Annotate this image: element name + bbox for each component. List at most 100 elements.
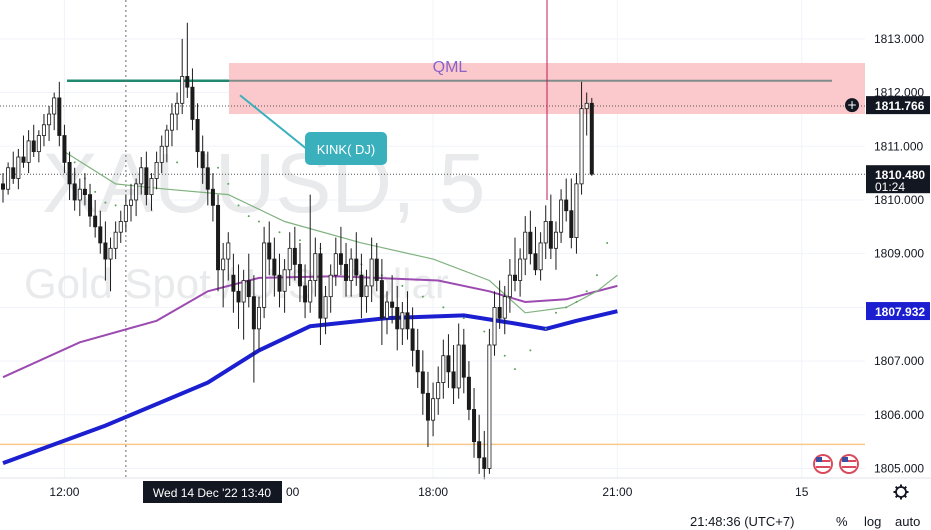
candle-body: [123, 204, 128, 222]
candle-body: [287, 247, 292, 271]
candle-body: [226, 242, 231, 260]
candle-body: [528, 231, 533, 255]
callout-pointer: [239, 94, 311, 153]
sar-dot: [421, 295, 424, 298]
candle-body: [272, 258, 277, 276]
candle-body: [518, 258, 523, 281]
candle-body: [354, 258, 359, 276]
candle-body: [461, 344, 466, 378]
candle-body: [47, 113, 52, 126]
flag-stripe: [842, 460, 856, 462]
candle-body: [323, 296, 328, 319]
price-badge-last-text: 1810.480: [875, 168, 925, 182]
sar-dot: [73, 161, 76, 164]
candle-body: [282, 269, 287, 292]
percent-toggle[interactable]: %: [836, 514, 848, 529]
time-axis[interactable]: 12:00 18:00 21:00 15 Wed 14 Dec '22 13:40 00: [0, 477, 931, 503]
candle-body: [267, 242, 272, 260]
x-tick-label: 18:00: [418, 485, 448, 499]
y-tick-label: 1810.000: [874, 193, 924, 207]
candle-body: [256, 306, 261, 330]
candle-body: [425, 392, 430, 421]
candle-body: [57, 97, 62, 136]
candle-body: [169, 113, 174, 131]
candle-body: [190, 86, 195, 120]
candle-body: [564, 199, 569, 212]
ma-line-green: [64, 151, 618, 314]
gear-icon[interactable]: [893, 484, 909, 500]
candle-body: [390, 301, 395, 308]
sar-dot: [529, 349, 532, 352]
log-toggle[interactable]: log: [864, 514, 882, 529]
candle-body: [359, 274, 364, 298]
callout-label: KINK( DJ): [317, 142, 376, 157]
candle-body: [41, 124, 46, 136]
candle-body: [16, 156, 21, 179]
candle-body: [333, 253, 338, 276]
y-tick-label: 1806.000: [874, 408, 924, 422]
qml-label: QML: [433, 59, 468, 76]
candle-body: [103, 242, 108, 260]
price-badge-countdown: 01:24: [875, 180, 905, 194]
sar-dot: [606, 241, 609, 244]
candle-body: [93, 215, 98, 228]
candle-body: [344, 264, 349, 281]
crosshair-label-bg: [143, 481, 282, 503]
sar-dot: [298, 239, 301, 242]
candle-body: [6, 167, 11, 190]
flag-canton: [842, 457, 848, 462]
auto-toggle[interactable]: auto: [895, 514, 921, 529]
flag-canton: [816, 457, 822, 462]
candles: [0, 22, 594, 480]
gear-tooth: [894, 485, 899, 490]
callout-box[interactable]: [305, 132, 387, 165]
candle-body: [579, 108, 584, 185]
candle-body: [507, 274, 512, 298]
flag-stripe: [816, 466, 830, 468]
kink-callout[interactable]: KINK( DJ): [239, 94, 387, 165]
candle-body: [553, 231, 558, 249]
candle-body: [384, 301, 389, 319]
candle-body: [118, 221, 123, 233]
candle-body: [175, 102, 180, 115]
sar-dot: [247, 215, 250, 218]
candle-body: [395, 306, 400, 330]
sar-dot: [442, 306, 445, 309]
candle-body: [26, 140, 31, 163]
x-tick-label: 12:00: [49, 485, 79, 499]
candle-body: [108, 247, 113, 260]
watermark-symbol: XAUUSD, 5: [42, 136, 485, 230]
y-tick-label: 1812.000: [874, 86, 924, 100]
candle-body: [415, 349, 420, 373]
levels: [0, 0, 865, 478]
sar-dot: [176, 161, 179, 164]
candle-body: [221, 258, 226, 271]
gear-tooth: [903, 494, 908, 499]
sar-dot: [575, 301, 578, 304]
candle-body: [149, 178, 154, 196]
candle-body: [436, 382, 441, 400]
candle-body: [548, 221, 553, 249]
status-clock[interactable]: 21:48:36 (UTC+7): [690, 514, 795, 529]
sar-dot: [544, 327, 547, 330]
sar-dot: [514, 368, 516, 371]
candle-body: [513, 274, 518, 281]
candle-body: [246, 280, 251, 298]
plus-circle-icon[interactable]: [845, 98, 859, 113]
sar-dot: [462, 317, 465, 320]
candle-body: [241, 280, 246, 303]
candle-body: [456, 344, 461, 389]
candle-body: [328, 274, 333, 298]
candle-body: [0, 183, 6, 190]
sar-dot: [104, 201, 107, 204]
price-badge-last: [866, 165, 930, 194]
candle-body: [364, 285, 369, 298]
price-axis[interactable]: 1805.0001806.0001807.0001808.0001809.000…: [813, 0, 931, 492]
candle-body: [98, 226, 103, 244]
price-badge-1811-text: 1811.766: [875, 99, 925, 113]
candle-body: [338, 253, 343, 265]
candle-body: [251, 296, 256, 330]
candle-body: [139, 167, 144, 185]
candle-body: [292, 247, 297, 265]
